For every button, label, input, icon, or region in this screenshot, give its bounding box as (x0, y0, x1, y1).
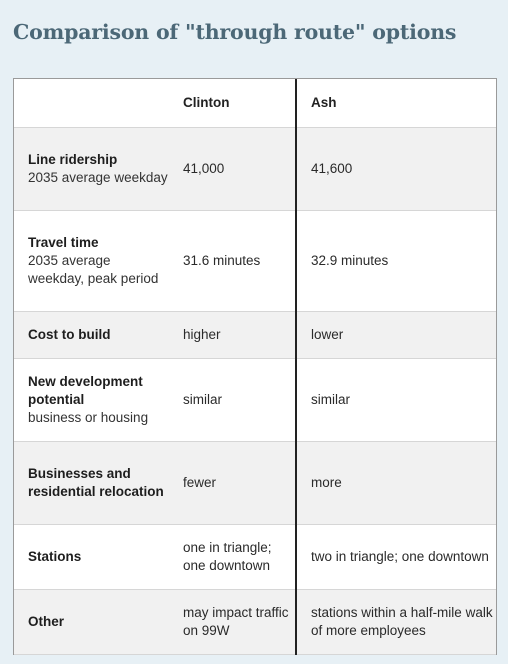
ash-cell: stations within a half-mile walk of more… (296, 589, 496, 655)
page-title: Comparison of "through route" options (13, 20, 457, 44)
ash-cell: similar (296, 358, 496, 442)
ash-cell: lower (296, 311, 496, 359)
table-row: New development potential business or ho… (14, 358, 496, 442)
row-label-cell: Businesses and residential relocation (14, 441, 169, 525)
row-label-cell: Cost to build (14, 311, 169, 359)
table-row: Travel time 2035 average weekday, peak p… (14, 210, 496, 312)
row-sublabel: 2035 average weekday, peak period (28, 252, 159, 286)
row-label: Line ridership (28, 151, 118, 167)
table-row: Other may impact traffic on 99W stations… (14, 589, 496, 655)
table-row: Businesses and residential relocation fe… (14, 441, 496, 525)
ash-cell: 41,600 (296, 127, 496, 211)
header-ash: Ash (296, 79, 496, 128)
clinton-cell: 41,000 (169, 127, 297, 211)
comparison-table: Clinton Ash Line ridership 2035 average … (14, 79, 496, 655)
row-label: Other (28, 613, 65, 629)
ash-cell: two in triangle; one downtown (296, 524, 496, 590)
table-row: Cost to build higher lower (14, 311, 496, 359)
ash-cell: 32.9 minutes (296, 210, 496, 312)
row-label: Travel time (28, 234, 99, 250)
clinton-cell: may impact traffic on 99W (169, 589, 297, 655)
clinton-cell: 31.6 minutes (169, 210, 297, 312)
row-label-cell: New development potential business or ho… (14, 358, 169, 442)
clinton-cell: similar (169, 358, 297, 442)
row-sublabel: business or housing (28, 409, 149, 425)
row-label: Businesses and residential relocation (28, 465, 164, 499)
header-empty-cell (14, 79, 169, 128)
table-header-row: Clinton Ash (14, 79, 496, 128)
row-label-cell: Travel time 2035 average weekday, peak p… (14, 210, 169, 312)
clinton-cell: fewer (169, 441, 297, 525)
row-label: Cost to build (28, 326, 111, 342)
row-label-cell: Stations (14, 524, 169, 590)
header-clinton: Clinton (169, 79, 297, 128)
clinton-cell: higher (169, 311, 297, 359)
row-label-cell: Other (14, 589, 169, 655)
row-label-cell: Line ridership 2035 average weekday (14, 127, 169, 211)
row-label: New development potential (28, 373, 143, 407)
ash-cell: more (296, 441, 496, 525)
row-label: Stations (28, 548, 82, 564)
row-sublabel: 2035 average weekday (28, 169, 168, 185)
clinton-cell: one in triangle; one downtown (169, 524, 297, 590)
table-row: Stations one in triangle; one downtown t… (14, 524, 496, 590)
table-row: Line ridership 2035 average weekday 41,0… (14, 127, 496, 211)
comparison-table-card: Clinton Ash Line ridership 2035 average … (13, 78, 497, 655)
